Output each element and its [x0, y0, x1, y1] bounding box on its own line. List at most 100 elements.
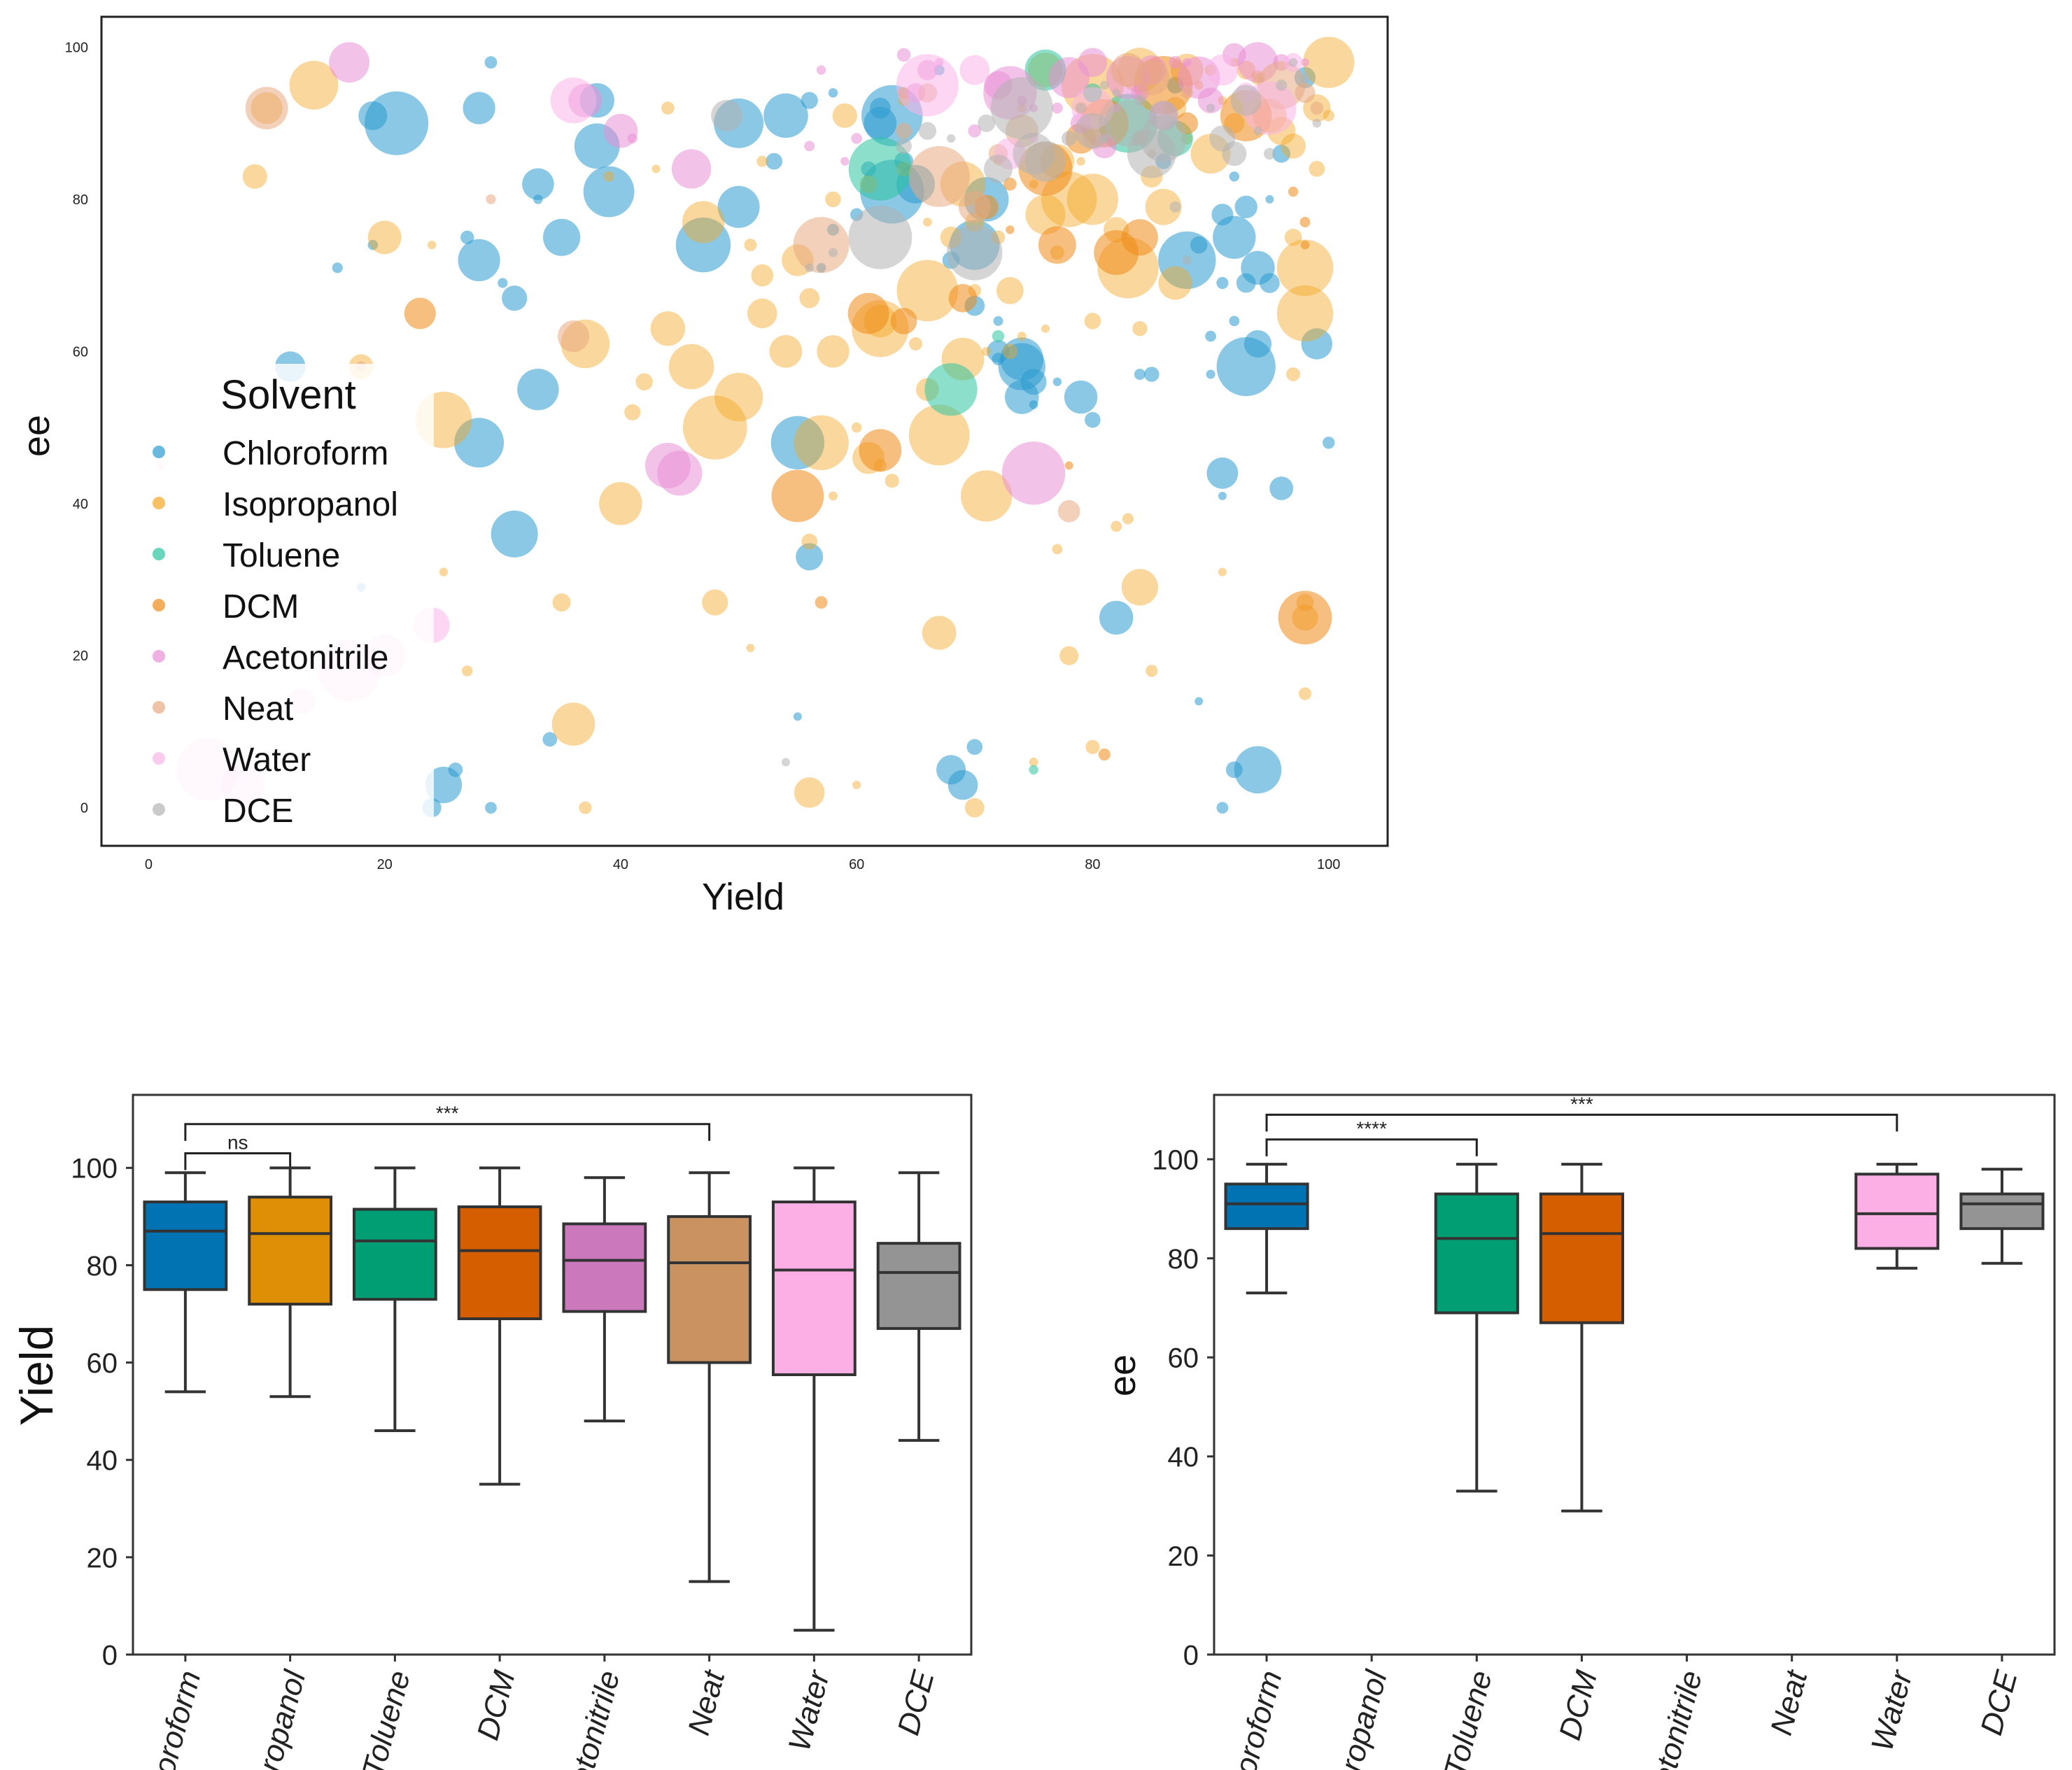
- point-dce-7: [947, 134, 956, 143]
- point-isopropanol-30: [769, 334, 803, 368]
- point-isopropanol-19: [650, 311, 686, 346]
- point-dcm-21: [1278, 590, 1332, 645]
- point-chloroform-65: [1216, 802, 1229, 814]
- point-neat-8: [959, 191, 991, 223]
- point-chloroform-91: [864, 106, 897, 140]
- point-dcm-19: [1300, 240, 1310, 250]
- point-isopropanol-87: [1146, 665, 1158, 677]
- point-dce-18: [1112, 88, 1121, 97]
- point-dce-5: [896, 138, 912, 155]
- point-isopropanol-113: [1303, 36, 1355, 88]
- point-isopropanol-29: [747, 298, 777, 329]
- ee-x-ticks: Chloroform Isopropanol Toluene DCM Acetonitr…: [1216, 1655, 2024, 1770]
- point-chloroform-96: [993, 316, 1003, 326]
- point-dce-14: [1061, 131, 1077, 146]
- point-isopropanol-35: [817, 335, 850, 368]
- legend-label-water: Water: [223, 742, 311, 779]
- scatter-y-tick-80: 80: [73, 192, 88, 208]
- point-acetonitrile-3: [627, 133, 637, 143]
- point-isopropanol-62: [1002, 344, 1018, 360]
- scatter-y-tick-60: 60: [73, 344, 88, 360]
- point-chloroform-90: [1000, 337, 1044, 381]
- legend-marker-dcm: [153, 599, 165, 611]
- ee-y-label: ee: [1101, 1354, 1143, 1396]
- point-chloroform-25: [542, 732, 558, 747]
- point-acetonitrile-5: [657, 451, 703, 496]
- point-dce-4: [848, 205, 912, 269]
- point-isopropanol-5: [427, 240, 437, 250]
- ee-y-tick-20: 20: [1168, 1541, 1199, 1572]
- point-isopropanol-47: [923, 218, 932, 227]
- point-dce-25: [1206, 104, 1215, 113]
- ee-y-tick-0: 0: [1183, 1640, 1199, 1671]
- yield-x-tick-chloroform: Chloroform: [135, 1667, 208, 1770]
- point-isopropanol-75: [1076, 157, 1085, 166]
- point-isopropanol-119: [896, 260, 959, 322]
- point-acetonitrile-8: [816, 65, 826, 75]
- point-toluene-5: [848, 137, 912, 201]
- ee-y-tick-80: 80: [1168, 1244, 1199, 1275]
- ee-dce-box: [1959, 1192, 2045, 1231]
- point-chloroform-76: [1272, 144, 1291, 163]
- yield-neat-box: [667, 1215, 752, 1364]
- point-chloroform-47: [1029, 400, 1038, 409]
- yield-bracket-label-0: ns: [227, 1131, 248, 1153]
- point-isopropanol-2: [289, 60, 339, 110]
- yield-x-tick-dcm: DCM: [471, 1667, 522, 1744]
- legend-label-acetonitrile: Acetonitrile: [223, 639, 388, 677]
- point-isopropanol-115: [852, 781, 861, 789]
- yield-bracket-1: [184, 1123, 711, 1141]
- legend: Solvent Chloroform Isopropanol Toluene DCM A…: [111, 364, 434, 841]
- point-acetonitrile-6: [671, 149, 712, 189]
- point-isopropanol-72: [1059, 646, 1079, 665]
- point-isopropanol-4: [367, 220, 402, 255]
- yield-x-tick-water: Water: [782, 1666, 837, 1755]
- legend-marker-toluene: [153, 548, 165, 560]
- point-chloroform-84: [770, 416, 825, 469]
- yield-x-tick-isopropanol: Isopropanol: [237, 1666, 312, 1770]
- point-chloroform-14: [502, 285, 528, 311]
- point-isopropanol-67: [1025, 194, 1066, 235]
- yield-dce-box: [876, 1242, 961, 1330]
- point-chloroform-18: [454, 418, 505, 468]
- point-dcm-0: [404, 297, 436, 330]
- point-neat-20: [1295, 83, 1316, 104]
- scatter-panel: 0 20 40 60 80 100 0 20 40 60 80 100 Yield ee Solve…: [15, 15, 1389, 918]
- legend-marker-isopropanol: [153, 497, 165, 509]
- yield-acetonitrile-box: [562, 1222, 647, 1313]
- scatter-frame: [100, 15, 1389, 847]
- legend-marker-chloroform: [153, 446, 165, 458]
- yield-x-tick-toluene: Toluene: [356, 1667, 417, 1770]
- ee-bracket-label-1: ***: [1570, 1093, 1593, 1114]
- point-dce-15: [1076, 103, 1086, 113]
- point-isopropanol-91: [1158, 266, 1192, 300]
- point-water-7: [550, 77, 597, 124]
- point-chloroform-19: [491, 510, 538, 558]
- point-dce-30: [1264, 148, 1276, 160]
- point-isopropanol-22: [683, 395, 747, 460]
- scatter-x-tick-0: 0: [145, 857, 153, 872]
- point-isopropanol-8: [461, 665, 473, 677]
- point-dce-29: [1253, 126, 1262, 136]
- point-water-14: [1206, 54, 1239, 86]
- yield-chloroform-box: [143, 1201, 228, 1291]
- point-neat-11: [1057, 500, 1080, 523]
- point-isopropanol-104: [1286, 367, 1300, 381]
- legend-label-toluene: Toluene: [223, 537, 340, 574]
- point-chloroform-23: [448, 762, 463, 777]
- point-chloroform-79: [1323, 437, 1335, 449]
- point-isopropanol-9: [552, 593, 571, 612]
- point-dce-9: [978, 114, 996, 132]
- yield-y-label: Yield: [10, 1325, 62, 1426]
- ee-x-tick-acetonitrile: Acetonitrile: [1636, 1667, 1709, 1770]
- scatter-x-ticks: 0 20 40 60 80 100: [145, 857, 1340, 872]
- point-toluene-0: [1029, 765, 1038, 775]
- point-dcm-22: [859, 429, 902, 472]
- point-dce-32: [1288, 58, 1298, 67]
- point-dcm-4: [890, 308, 917, 334]
- ee-water-box: [1854, 1173, 1940, 1250]
- point-neat-4: [793, 217, 850, 274]
- ee-bracket-label-0: ****: [1356, 1118, 1387, 1140]
- point-acetonitrile-30: [1169, 56, 1182, 69]
- legend-label-dcm: DCM: [223, 588, 299, 625]
